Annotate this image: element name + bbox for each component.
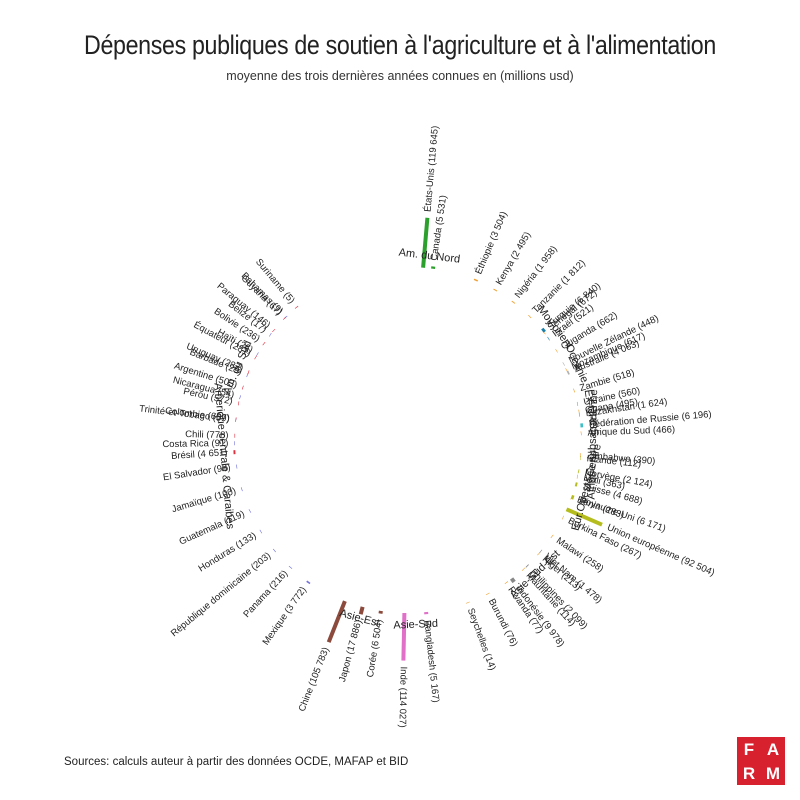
- source-note: Sources: calculs auteur à partir des don…: [64, 756, 409, 768]
- bar: [511, 300, 516, 304]
- bar: [525, 564, 529, 568]
- bar-label: Chine (105 783): [297, 646, 332, 713]
- bar: [493, 288, 498, 292]
- bar-label: Japon (17 886): [337, 619, 364, 684]
- bar: [574, 482, 578, 487]
- bar-label: Chili (778): [185, 429, 229, 441]
- bar: [306, 580, 311, 585]
- bar: [401, 612, 407, 661]
- logo-letter: A: [766, 739, 780, 759]
- bars-layer: [233, 217, 603, 661]
- bar: [473, 278, 479, 282]
- bar: [358, 606, 365, 615]
- bar: [570, 495, 575, 500]
- group-label: Asie-Sud: [393, 618, 438, 632]
- bar: [565, 507, 603, 527]
- logo-letter: R: [742, 763, 756, 783]
- bar: [509, 577, 516, 584]
- bar: [566, 370, 570, 375]
- logo-letter: M: [765, 763, 781, 783]
- bar: [541, 327, 546, 333]
- bar-label: Bangladesh (5 167): [421, 620, 441, 704]
- bar: [528, 314, 532, 319]
- logo-letter: F: [743, 739, 755, 759]
- chart-title: Dépenses publiques de soutien à l'agricu…: [84, 30, 716, 60]
- group-label: Afrique subsaharienne: [585, 389, 600, 499]
- chart-subtitle: moyenne des trois dernières années connu…: [226, 69, 574, 83]
- bar-label: Seychelles (14): [465, 607, 498, 672]
- bar: [421, 217, 430, 268]
- bar-label: Afrique du Sud (466): [587, 424, 675, 438]
- bar: [326, 600, 347, 643]
- bar-label: Burundi (76): [486, 597, 520, 648]
- farm-logo: F A R M: [737, 737, 785, 785]
- group-label: Am. du Nord: [398, 247, 461, 266]
- bar-label: Brésil (4 651): [171, 447, 228, 462]
- bar-label: Inde (114 027): [397, 666, 409, 727]
- bar-label: Costa Rica (91): [162, 438, 228, 450]
